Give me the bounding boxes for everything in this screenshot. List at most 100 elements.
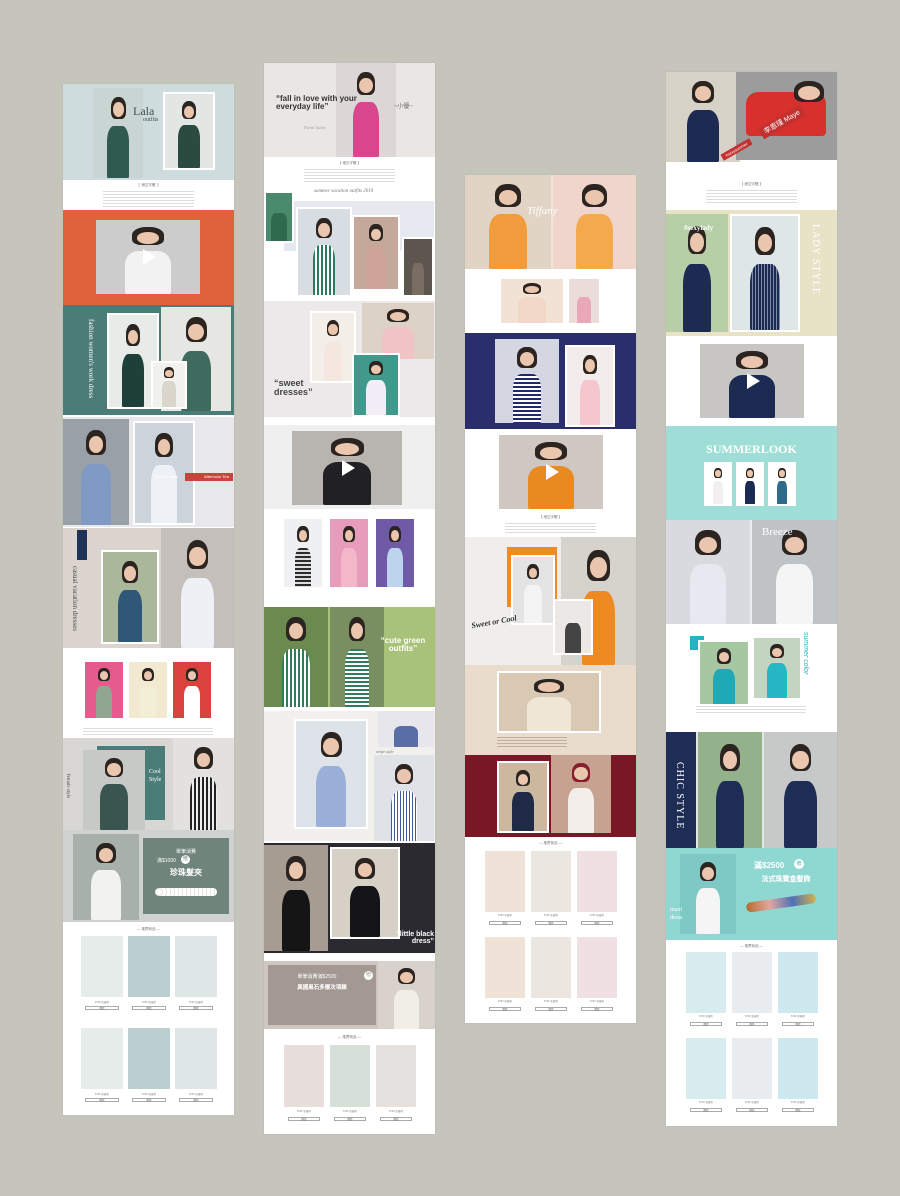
promo-section: 單筆消費 滿$1000 贈 珍珠髮夾 xyxy=(63,830,234,922)
summer-title: summer vacation outfits 2019 xyxy=(314,189,374,194)
bright-trio-section xyxy=(63,656,234,726)
model-photo xyxy=(151,361,187,409)
product-card[interactable]: $790 新臺幣 購買 xyxy=(128,936,170,1018)
buy-button[interactable]: 購買 xyxy=(380,1117,412,1121)
model-photo xyxy=(768,462,796,506)
model-photo xyxy=(666,214,728,332)
video-section xyxy=(63,210,234,305)
product-card[interactable]: $790 新臺幣 購買 xyxy=(330,1045,370,1129)
product-card[interactable]: $790 新臺幣 購買 xyxy=(531,851,571,933)
model-photo xyxy=(336,63,396,157)
model-photo xyxy=(698,640,750,708)
product-card[interactable]: $790 新臺幣 購買 xyxy=(485,851,525,933)
recommend-heading: — 推薦商品 — xyxy=(338,1035,361,1039)
play-icon[interactable] xyxy=(143,249,156,265)
buy-button[interactable]: 購買 xyxy=(179,1006,213,1010)
three-looks-section xyxy=(264,515,435,595)
model-photo xyxy=(83,750,145,830)
hero-title: Tiffany xyxy=(527,205,558,217)
model-photo xyxy=(127,660,169,720)
video-section xyxy=(666,338,837,422)
hero-section: #sexysummer 李恩瑾 Maye xyxy=(666,72,837,178)
product-card[interactable]: $790 新臺幣 購買 xyxy=(577,937,617,1019)
buy-button[interactable]: 購買 xyxy=(489,1007,521,1011)
buy-button[interactable]: 購買 xyxy=(782,1022,814,1026)
play-icon[interactable] xyxy=(342,460,355,476)
burgundy-section xyxy=(465,755,636,837)
buy-button[interactable]: 購買 xyxy=(489,921,521,925)
buy-button[interactable]: 購買 xyxy=(85,1098,119,1102)
buy-button[interactable]: 購買 xyxy=(581,1007,613,1011)
buy-button[interactable]: 購買 xyxy=(535,1007,567,1011)
video-thumbnail[interactable] xyxy=(292,431,402,505)
video-thumbnail[interactable] xyxy=(96,220,200,294)
accent-block xyxy=(666,732,696,848)
product-card[interactable]: $790 新臺幣 購買 xyxy=(732,952,772,1034)
product-card[interactable]: $790 新臺幣 購買 xyxy=(175,1028,217,1110)
buy-button[interactable]: 購買 xyxy=(581,921,613,925)
sweet-cool-title: Sweet or Cool xyxy=(470,613,518,631)
model-photo xyxy=(73,834,139,920)
product-card[interactable]: $790 新臺幣 購買 xyxy=(686,1038,726,1120)
video-thumbnail[interactable] xyxy=(700,344,804,418)
video-thumbnail[interactable] xyxy=(499,435,603,509)
product-card[interactable]: $790 新臺幣 購買 xyxy=(81,1028,123,1110)
buy-button[interactable]: 購買 xyxy=(132,1098,166,1102)
lookbook-column-2: “fall in love with your everyday life” ~… xyxy=(264,63,435,1134)
play-icon[interactable] xyxy=(747,373,760,389)
model-photo xyxy=(93,88,143,178)
model-photo xyxy=(310,311,356,383)
chic-title: CHIC STYLE xyxy=(674,762,685,830)
buy-button[interactable]: 購買 xyxy=(288,1117,320,1121)
product-card[interactable]: $790 新臺幣 購買 xyxy=(686,952,726,1034)
lady-style-section: #sexylady LADY STYLE xyxy=(666,210,837,336)
play-icon[interactable] xyxy=(546,464,559,480)
summerlook-section: SUMMERLOOK xyxy=(666,426,837,520)
buy-button[interactable]: 購買 xyxy=(535,921,567,925)
product-grid: $790 新臺幣 購買 $790 新臺幣 購買 $790 新臺幣 購買 $790 新臺… xyxy=(686,952,818,1124)
summer-color-section: summer color xyxy=(666,626,837,716)
promo-card xyxy=(268,965,376,1025)
model-photo xyxy=(264,191,294,243)
buy-button[interactable]: 購買 xyxy=(132,1006,166,1010)
section-label: 【 細空字體 】 xyxy=(740,182,763,186)
product-card[interactable]: $790 新臺幣 購買 xyxy=(128,1028,170,1110)
promo-gift: 珍珠髮夾 xyxy=(170,868,202,877)
model-photo xyxy=(499,277,565,325)
product-card[interactable]: $790 新臺幣 購買 xyxy=(732,1038,772,1120)
product-card[interactable]: $790 新臺幣 購買 xyxy=(81,936,123,1018)
product-card[interactable]: $790 新臺幣 購買 xyxy=(778,952,818,1034)
model-photo xyxy=(161,528,234,648)
model-photo xyxy=(511,555,555,625)
recommend-heading: — 推薦商品 — xyxy=(740,944,763,948)
product-card[interactable]: $790 新臺幣 購買 xyxy=(376,1045,416,1129)
product-card[interactable]: $790 新臺幣 購買 xyxy=(284,1045,324,1129)
product-card[interactable]: $790 新臺幣 購買 xyxy=(485,937,525,1019)
hero-title: Lala xyxy=(133,104,155,118)
product-card[interactable]: $790 新臺幣 購買 xyxy=(531,937,571,1019)
buy-button[interactable]: 購買 xyxy=(334,1117,366,1121)
what-text: What to wear xyxy=(155,474,179,479)
work-dress-section: fashion women's work dress xyxy=(63,305,234,415)
product-card[interactable]: $790 新臺幣 購買 xyxy=(577,851,617,933)
floral-label: Floral Jacket xyxy=(304,125,326,130)
buy-button[interactable]: 購買 xyxy=(179,1098,213,1102)
model-photo xyxy=(495,339,559,423)
product-card[interactable]: $790 新臺幣 購買 xyxy=(778,1038,818,1120)
product-card[interactable]: $790 新臺幣 購買 xyxy=(175,936,217,1018)
pearl-clip-image xyxy=(155,888,217,896)
model-photo xyxy=(378,711,434,747)
hero-section: Tiffany xyxy=(465,175,636,269)
buy-button[interactable]: 購買 xyxy=(782,1108,814,1112)
buy-button[interactable]: 購買 xyxy=(690,1108,722,1112)
accent-block xyxy=(77,530,87,560)
model-photo xyxy=(567,277,601,325)
model-photo xyxy=(374,755,434,841)
buy-button[interactable]: 購買 xyxy=(85,1006,119,1010)
buy-button[interactable]: 購買 xyxy=(736,1108,768,1112)
buy-button[interactable]: 購買 xyxy=(736,1022,768,1026)
buy-button[interactable]: 購買 xyxy=(690,1022,722,1026)
intro-text xyxy=(706,188,797,204)
section-label: 【 細空字體 】 xyxy=(136,183,161,187)
